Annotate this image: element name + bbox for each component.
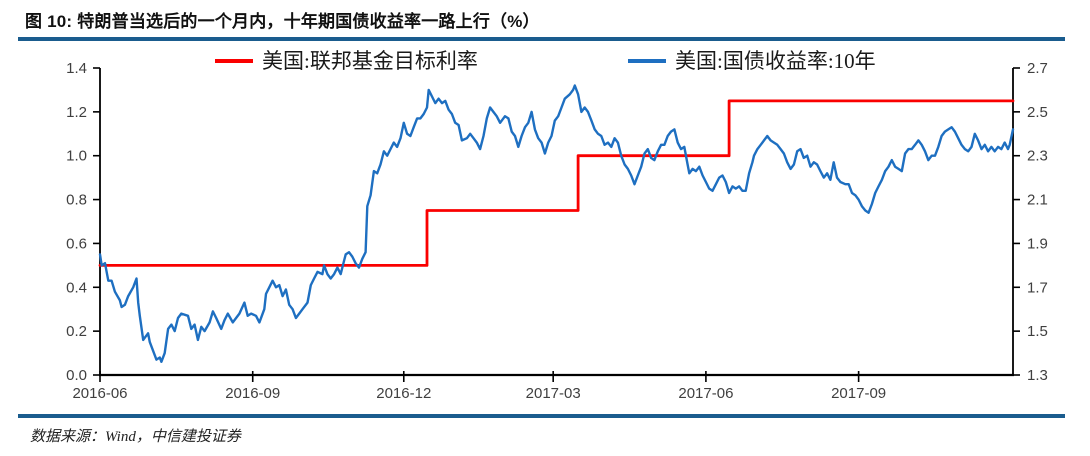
legend-label-treasury-yield-10y: 美国:国债收益率:10年 xyxy=(675,49,876,73)
footer-divider xyxy=(18,414,1065,418)
x-axis-label: 2017-06 xyxy=(678,385,733,402)
right-axis-label: 1.7 xyxy=(1027,279,1048,296)
figure-title: 图 10: 特朗普当选后的一个月内，十年期国债收益率一路上行（%） xyxy=(25,12,540,31)
right-axis-label: 2.5 xyxy=(1027,104,1048,121)
left-axis-label: 1.2 xyxy=(66,104,87,121)
legend-item-treasury-yield-10y: 美国:国债收益率:10年 xyxy=(628,48,876,74)
left-axis-label: 0.8 xyxy=(66,192,87,209)
series-line-1 xyxy=(98,84,1015,363)
x-axis-label: 2016-06 xyxy=(72,385,127,402)
left-axis-label: 1.0 xyxy=(66,148,87,165)
blue-line-swatch-icon xyxy=(628,59,666,63)
title-divider xyxy=(18,37,1065,41)
left-axis-label: 0.2 xyxy=(66,323,87,340)
red-line-swatch-icon xyxy=(215,59,253,63)
right-axis-label: 1.3 xyxy=(1027,367,1048,384)
left-axis-label: 1.4 xyxy=(66,60,87,77)
left-axis-label: 0.0 xyxy=(66,367,87,384)
legend-item-fed-funds-rate: 美国:联邦基金目标利率 xyxy=(215,48,478,74)
x-axis-label: 2017-03 xyxy=(526,385,581,402)
series-line-0 xyxy=(98,99,1015,267)
x-axis-label: 2016-09 xyxy=(225,385,280,402)
legend-label-fed-funds-rate: 美国:联邦基金目标利率 xyxy=(262,49,478,73)
right-axis-label: 2.3 xyxy=(1027,148,1048,165)
left-axis-label: 0.4 xyxy=(66,279,87,296)
right-axis-label: 1.9 xyxy=(1027,235,1048,252)
left-axis-label: 0.6 xyxy=(66,235,87,252)
right-axis-label: 1.5 xyxy=(1027,323,1048,340)
data-source: 数据来源：Wind，中信建投证券 xyxy=(30,429,241,445)
right-axis-label: 2.1 xyxy=(1027,192,1048,209)
right-axis-label: 2.7 xyxy=(1027,60,1048,77)
x-axis-label: 2017-09 xyxy=(831,385,886,402)
x-axis-label: 2016-12 xyxy=(376,385,431,402)
